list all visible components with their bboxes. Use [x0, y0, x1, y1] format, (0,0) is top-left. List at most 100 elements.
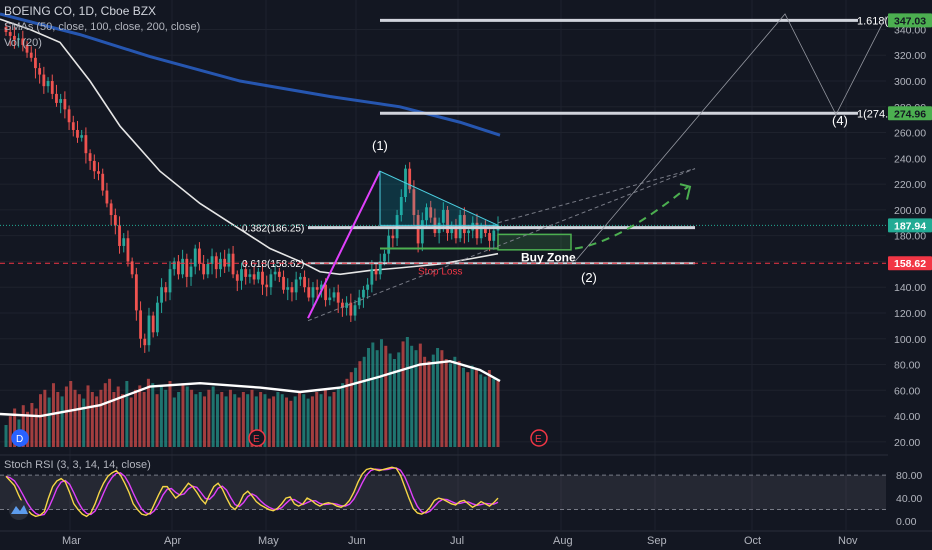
volume-bar: [159, 386, 163, 447]
candle: [349, 302, 353, 316]
candle: [273, 271, 277, 275]
candle: [479, 227, 483, 239]
candle: [88, 153, 92, 161]
time-tick-label: Mar: [62, 535, 81, 547]
candle: [488, 233, 491, 241]
candle: [425, 207, 428, 221]
candle: [206, 264, 210, 275]
stoch-tick-label: 40.00: [896, 493, 922, 505]
channel-line: [307, 168, 696, 322]
volume-bar: [431, 354, 435, 447]
candle: [412, 189, 416, 216]
drawings: 1.618(1(274. 0.382(186.25) 0.618(158.62) Bu…: [0, 13, 889, 447]
price-tick-label: 320.00: [894, 50, 926, 62]
candle: [336, 292, 340, 303]
candle: [147, 315, 151, 346]
candle: [46, 81, 50, 87]
fib-618-label: 0.618(158.62): [242, 259, 304, 270]
candle: [319, 284, 323, 290]
volume-bar: [379, 339, 383, 447]
candle: [219, 258, 222, 270]
volume-bar: [125, 381, 129, 447]
candle: [374, 269, 378, 275]
volume-bar: [474, 370, 478, 447]
volume-bar: [73, 389, 77, 447]
volume-bar: [444, 359, 448, 447]
volume-bar: [397, 352, 401, 447]
event-marker-label: D: [16, 434, 23, 445]
candle: [17, 38, 21, 40]
volume-bar: [203, 396, 207, 447]
candle: [286, 287, 290, 290]
stop-loss-label: Stop Loss: [418, 266, 462, 277]
candle: [235, 274, 239, 281]
candle: [315, 287, 319, 290]
candle: [240, 269, 243, 281]
candle: [483, 227, 487, 234]
stoch-d-line: [5, 467, 499, 517]
volume-bar: [99, 389, 103, 447]
candle: [126, 238, 130, 262]
volume-bar: [4, 425, 8, 447]
candle: [416, 215, 420, 244]
volume-bar: [250, 389, 254, 447]
volume-bar: [164, 389, 168, 447]
candle: [391, 235, 395, 239]
candle: [303, 276, 306, 288]
volume-bar: [401, 341, 405, 447]
candle: [76, 129, 79, 138]
volume-bar: [289, 400, 293, 447]
candle: [366, 284, 370, 290]
volume-bar: [423, 356, 427, 447]
volume-bar: [246, 394, 250, 447]
volume-bar: [336, 387, 340, 447]
price-tag-label: 187.94: [894, 220, 926, 232]
volume-bar: [146, 378, 150, 447]
volume-bar: [21, 405, 25, 447]
candle: [80, 135, 84, 138]
sma200-line: [0, 12, 501, 137]
volume-ma: [0, 359, 501, 418]
volume-bar: [418, 343, 422, 447]
volume-bar: [280, 394, 284, 447]
volume-bar: [116, 386, 120, 447]
volume-bar: [375, 350, 379, 447]
candle: [345, 302, 349, 308]
candle: [328, 297, 332, 301]
candle: [450, 227, 454, 234]
volume-bar: [194, 394, 198, 447]
time-tick-label: Sep: [647, 535, 667, 547]
candle: [193, 248, 197, 267]
candle: [357, 297, 361, 306]
event-marker-label: E: [535, 434, 542, 445]
candle: [210, 256, 214, 265]
volume-bar: [108, 378, 112, 447]
volume-bar: [470, 365, 474, 447]
volume-bar: [328, 396, 332, 447]
volume-bar: [64, 386, 68, 447]
candle: [50, 81, 54, 94]
volume-bar: [207, 389, 211, 447]
candle: [277, 271, 281, 277]
candle: [55, 93, 58, 103]
volume-bar: [315, 392, 319, 447]
volume-bar: [457, 361, 461, 447]
volume-bar: [392, 359, 396, 447]
candle: [370, 269, 374, 285]
candle: [168, 269, 172, 293]
volume-bar: [302, 394, 306, 447]
price-tick-label: 220.00: [894, 179, 926, 191]
price-tag: [888, 106, 932, 121]
volume-bar: [492, 378, 496, 447]
volume-bar: [112, 392, 116, 447]
volume-bar: [155, 394, 159, 447]
stoch-legend: Stoch RSI (3, 3, 14, 14, close): [4, 459, 151, 471]
candle: [63, 99, 67, 110]
price-tag-label: 347.03: [894, 15, 926, 27]
candle: [231, 253, 235, 275]
volume-bar: [405, 337, 409, 447]
candle: [332, 292, 336, 298]
candle: [42, 74, 46, 87]
volume-bar: [453, 356, 457, 447]
